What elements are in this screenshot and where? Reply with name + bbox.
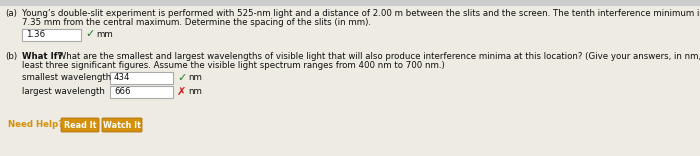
Text: Young’s double-slit experiment is performed with 525-nm light and a distance of : Young’s double-slit experiment is perfor… xyxy=(22,9,700,18)
FancyBboxPatch shape xyxy=(22,29,80,41)
Text: nm: nm xyxy=(188,73,202,82)
Text: ✓: ✓ xyxy=(85,29,95,39)
Text: largest wavelength: largest wavelength xyxy=(22,87,105,96)
Text: mm: mm xyxy=(96,30,113,39)
Text: (b): (b) xyxy=(5,52,17,61)
FancyBboxPatch shape xyxy=(109,71,172,83)
Text: Need Help?: Need Help? xyxy=(8,120,63,129)
Text: What If?: What If? xyxy=(22,52,62,61)
Text: (a): (a) xyxy=(5,9,17,18)
FancyBboxPatch shape xyxy=(0,0,700,6)
Text: least three significant figures. Assume the visible light spectrum ranges from 4: least three significant figures. Assume … xyxy=(22,61,444,70)
FancyBboxPatch shape xyxy=(102,118,142,132)
FancyBboxPatch shape xyxy=(109,85,172,98)
Text: 666: 666 xyxy=(114,87,130,96)
Text: What are the smallest and largest wavelengths of visible light that will also pr: What are the smallest and largest wavele… xyxy=(55,52,700,61)
Text: Read It: Read It xyxy=(64,120,96,129)
Text: 434: 434 xyxy=(114,73,130,82)
Text: ✗: ✗ xyxy=(177,86,186,97)
Text: 7.35 mm from the central maximum. Determine the spacing of the slits (in mm).: 7.35 mm from the central maximum. Determ… xyxy=(22,18,371,27)
Text: nm: nm xyxy=(188,87,202,96)
Text: smallest wavelength: smallest wavelength xyxy=(22,73,111,82)
FancyBboxPatch shape xyxy=(61,118,99,132)
Text: 1.36: 1.36 xyxy=(26,30,45,39)
Text: Watch It: Watch It xyxy=(103,120,141,129)
Text: ✓: ✓ xyxy=(177,73,186,83)
